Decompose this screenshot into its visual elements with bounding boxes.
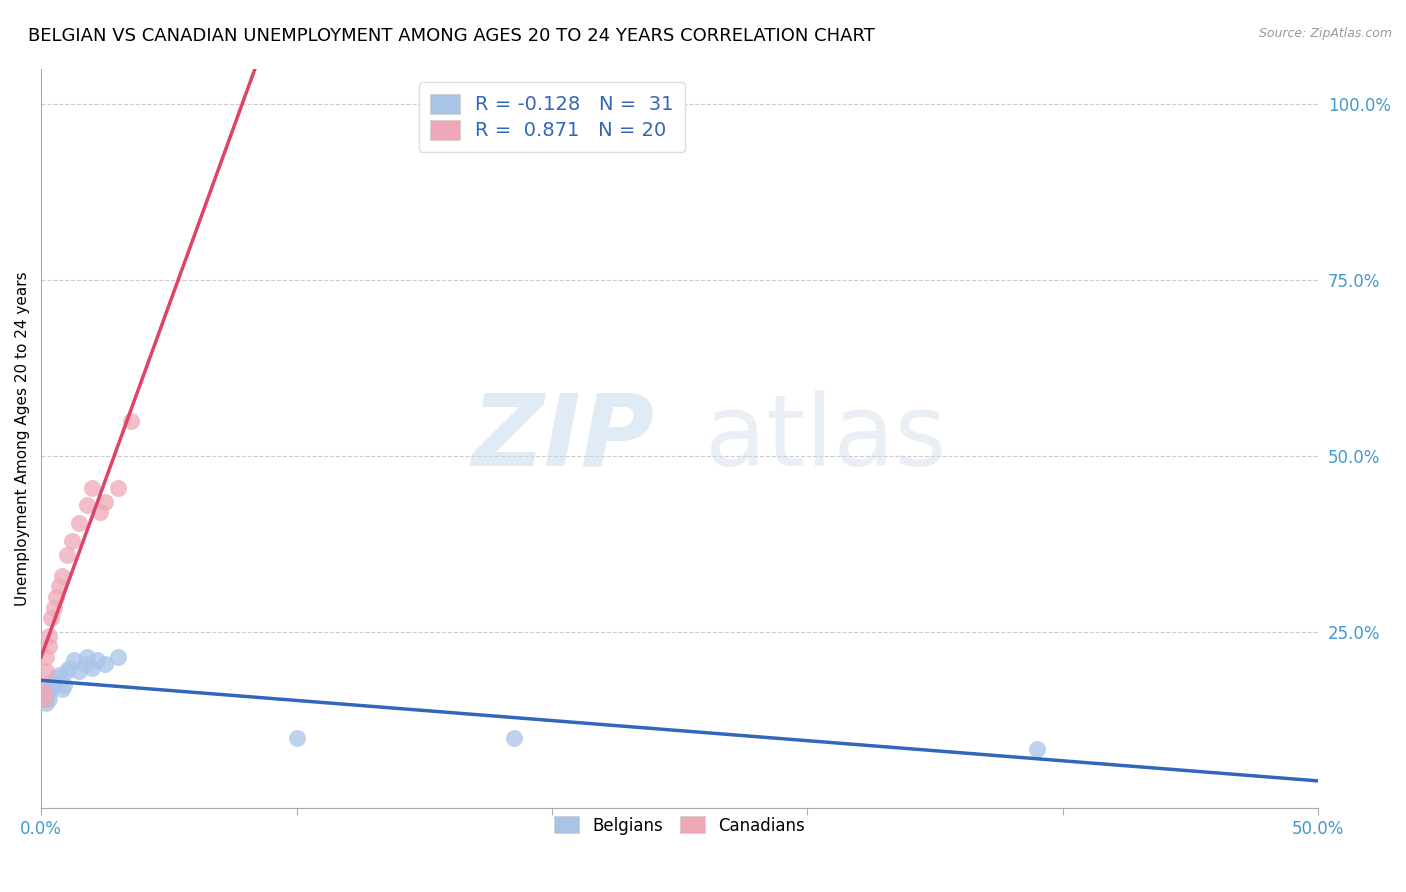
Point (32, 685, 55, 699)
Point (35, 696, 58, 710)
Point (89, 506, 111, 520)
Point (32, 685, 55, 699)
Point (41, 678, 63, 692)
Point (63, 653, 86, 667)
Point (42, 600, 65, 615)
Point (38, 629, 60, 643)
Y-axis label: Unemployment Among Ages 20 to 24 years: Unemployment Among Ages 20 to 24 years (15, 271, 30, 606)
Point (53, 678, 76, 692)
Point (35, 692, 58, 706)
Point (67, 664, 90, 678)
Point (82, 481, 104, 495)
Point (48, 667, 70, 681)
Point (38, 681, 60, 696)
Point (94, 657, 117, 671)
Point (51, 681, 73, 696)
Point (42, 674, 65, 689)
Point (73, 657, 96, 671)
Point (120, 414, 142, 428)
Point (45, 671, 67, 685)
Point (107, 649, 129, 664)
Point (35, 681, 58, 696)
Point (55, 548, 77, 562)
Point (41, 611, 63, 625)
Point (41, 674, 63, 689)
Legend: Belgians, Canadians: Belgians, Canadians (544, 806, 815, 845)
Point (82, 660, 104, 674)
Point (58, 660, 80, 674)
Text: ZIP: ZIP (471, 390, 654, 487)
Point (107, 481, 129, 495)
Point (32, 689, 55, 703)
Point (76, 649, 98, 664)
Text: BELGIAN VS CANADIAN UNEMPLOYMENT AMONG AGES 20 TO 24 YEARS CORRELATION CHART: BELGIAN VS CANADIAN UNEMPLOYMENT AMONG A… (28, 27, 875, 45)
Point (35, 687, 58, 701)
Point (76, 499, 98, 513)
Point (55, 664, 77, 678)
Point (48, 579, 70, 593)
Point (67, 516, 90, 530)
Point (45, 590, 67, 604)
Point (94, 495, 117, 509)
Point (86, 653, 108, 667)
Point (35, 649, 58, 664)
Point (42, 678, 65, 692)
Point (32, 692, 55, 706)
Point (38, 692, 60, 706)
Point (60, 533, 83, 548)
Text: atlas: atlas (706, 390, 946, 487)
Point (502, 731, 524, 745)
Point (38, 640, 60, 654)
Point (51, 569, 73, 583)
Point (285, 731, 308, 745)
Point (38, 685, 60, 699)
Point (1026, 741, 1049, 756)
Point (35, 664, 58, 678)
Text: Source: ZipAtlas.com: Source: ZipAtlas.com (1258, 27, 1392, 40)
Point (32, 692, 55, 706)
